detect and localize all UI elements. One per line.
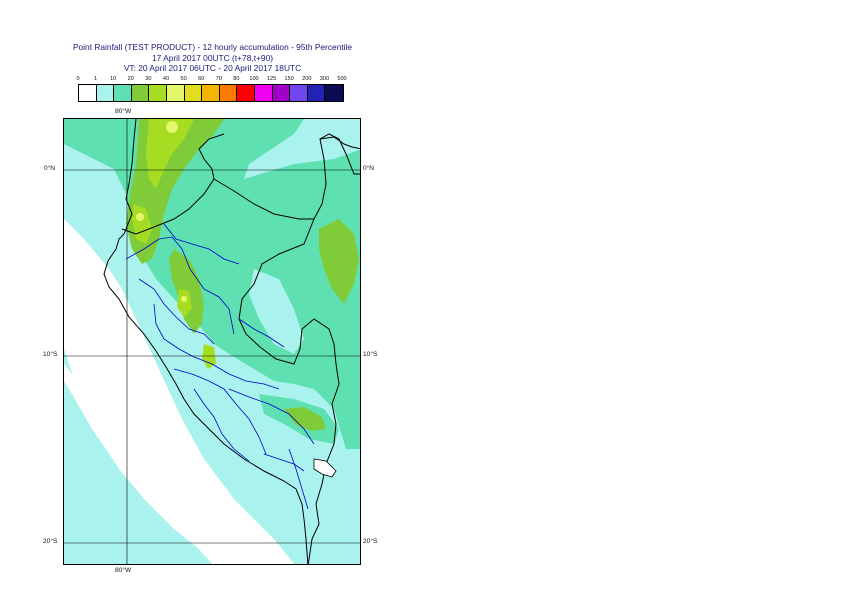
lat-label-left-0: 0°N <box>44 165 56 172</box>
legend-tick-label: 50 <box>180 76 187 82</box>
legend-swatch <box>272 85 291 101</box>
rain-white-gap <box>64 364 228 564</box>
legend-tick-label: 30 <box>145 76 152 82</box>
lat-label-right-10: 10°S <box>363 351 378 358</box>
rain-light-cyan-south-offshore <box>64 349 213 564</box>
legend-swatch <box>237 85 255 101</box>
border-ecuador-peru <box>121 133 225 235</box>
legend-tick-label: 150 <box>284 76 294 82</box>
rain-yellowgreen-hotspot-3 <box>177 289 192 317</box>
rain-green-east <box>319 219 359 304</box>
legend-swatch <box>325 85 343 101</box>
legend-swatch <box>149 85 167 101</box>
legend-swatch <box>114 85 132 101</box>
legend-swatch <box>131 85 150 101</box>
legend-tick-label: 60 <box>198 76 205 82</box>
legend-swatch <box>307 85 326 101</box>
lat-label-right-0: 0°N <box>363 165 375 172</box>
legend-labels: 0 1 10 20 30 40 50 60 70 80 100 125 150 200 300 500 <box>76 76 348 84</box>
rain-light-cyan-interior <box>244 119 360 179</box>
lat-label-left-20: 20°S <box>43 538 58 545</box>
lon-label-bottom: 80°W <box>115 567 132 574</box>
rain-green-south <box>284 407 326 431</box>
rain-light-cyan-interior-2 <box>249 269 304 354</box>
legend-tick-label: 70 <box>215 76 222 82</box>
legend-tick-label: 200 <box>302 76 312 82</box>
legend-tick-label: 125 <box>266 76 277 82</box>
legend-swatch <box>79 85 97 101</box>
lat-label-right-20: 20°S <box>363 538 378 545</box>
legend-tick-label: 10 <box>110 76 117 82</box>
legend-tick-label: 80 <box>233 76 240 82</box>
legend-tick-label: 1 <box>94 76 98 82</box>
legend-swatch <box>166 85 185 101</box>
rain-yellowgreen-hotspot-4 <box>202 344 216 369</box>
legend-swatch <box>219 85 238 101</box>
border-bolivia-peru <box>307 483 323 564</box>
legend-swatch <box>96 85 115 101</box>
title-line-1: Point Rainfall (TEST PRODUCT) - 12 hourl… <box>72 42 353 52</box>
title-line-3: VT: 20 April 2017 06UTC - 20 April 2017 … <box>123 63 302 74</box>
legend-swatch <box>184 85 203 101</box>
legend-swatch <box>290 85 308 101</box>
legend-tick-label: 40 <box>162 76 170 82</box>
rain-yellow-peak-3 <box>181 296 187 302</box>
legend-tick-label: 300 <box>319 76 330 82</box>
rain-yellow-peak-2 <box>136 213 144 221</box>
border-colombia-peru <box>213 133 360 220</box>
map-panel <box>63 118 361 565</box>
regional-borders <box>125 223 315 510</box>
lat-label-left-10: 10°S <box>43 351 58 358</box>
legend-tick-label: 20 <box>127 76 134 82</box>
brazil-coast-east <box>319 136 360 150</box>
legend-tick-label: 100 <box>249 76 259 82</box>
legend-tick-label: 500 <box>337 76 347 82</box>
border-brazil-peru <box>238 218 340 485</box>
legend-swatch <box>202 85 220 101</box>
rainfall-map <box>64 119 360 564</box>
map-title: Point Rainfall (TEST PRODUCT) - 12 hourl… <box>60 42 365 74</box>
legend-tick-label: 0 <box>76 76 80 82</box>
title-line-2: 17 April 2017 00UTC (t+78,t+90) <box>151 52 274 63</box>
rain-yellow-peak-1 <box>166 121 178 133</box>
lon-label-top: 80°W <box>115 108 132 115</box>
legend-bar <box>78 84 344 102</box>
rain-yellowgreen-north <box>146 119 194 189</box>
legend-swatch <box>254 85 273 101</box>
color-legend: 0 1 10 20 30 40 50 60 70 80 100 125 150 200 300 500 <box>76 76 348 102</box>
lake-titicaca <box>313 458 337 478</box>
coastline <box>103 119 309 564</box>
